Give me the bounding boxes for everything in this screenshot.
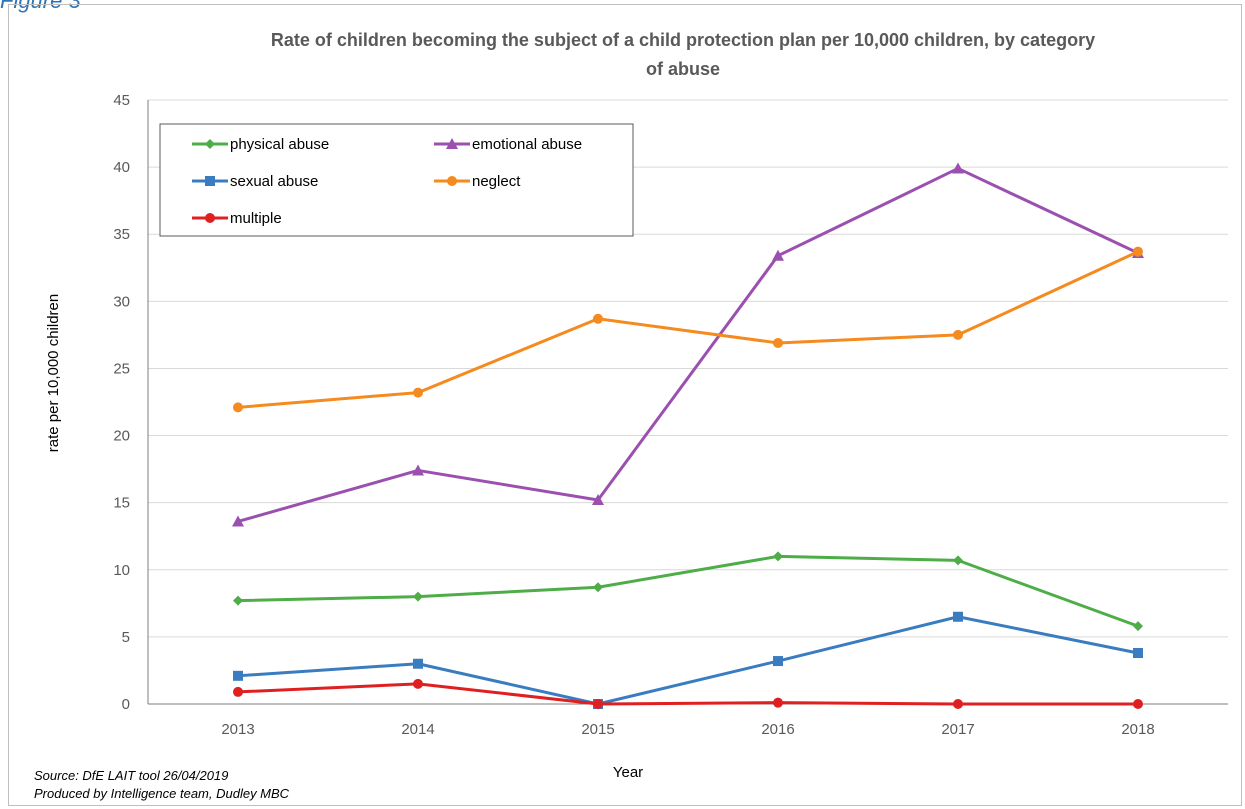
- data-point-emotional-abuse: [412, 464, 424, 476]
- data-point-emotional-abuse: [952, 162, 964, 174]
- series-line-sexual-abuse: [237, 615, 1139, 706]
- data-point-emotional-abuse: [592, 493, 604, 505]
- data-point-sexual-abuse: [233, 670, 243, 681]
- series-multiple: [233, 678, 1143, 709]
- data-point-sexual-abuse: [773, 656, 783, 667]
- y-tick-label: 0: [122, 696, 130, 713]
- data-point-physical-abuse: [1133, 621, 1143, 632]
- y-tick-label: 25: [113, 360, 130, 377]
- x-tick-label: 2016: [761, 721, 794, 738]
- series-line-emotional-abuse: [237, 166, 1139, 523]
- x-tick-label: 2018: [1121, 721, 1154, 738]
- y-axis-title: rate per 10,000 children: [45, 294, 62, 452]
- y-tick-label: 30: [113, 293, 130, 310]
- data-point-multiple: [773, 697, 783, 708]
- data-point-neglect: [953, 329, 963, 340]
- y-tick-label: 15: [113, 495, 130, 512]
- data-point-neglect: [1133, 246, 1143, 257]
- x-axis-ticks: 2013 2014 2015 2016 2017 2018: [221, 721, 1154, 738]
- chart-title-line-1: Rate of children becoming the subject of…: [271, 30, 1095, 50]
- x-tick-label: 2017: [941, 721, 974, 738]
- series-line-physical-abuse: [237, 554, 1139, 628]
- legend-marker: [205, 176, 215, 186]
- source-note: Source: DfE LAIT tool 26/04/2019: [34, 768, 229, 783]
- legend: physical abuse emotional abuse sexual abus…: [159, 123, 634, 237]
- figure-label: Figure 3: [0, 0, 81, 13]
- legend-item-sexual-abuse: sexual abuse: [192, 173, 318, 190]
- data-point-physical-abuse: [593, 582, 603, 593]
- x-tick-label: 2013: [221, 721, 254, 738]
- data-point-physical-abuse: [773, 551, 783, 562]
- legend-item-emotional-abuse: emotional abuse: [434, 136, 582, 153]
- series-sexual-abuse: [233, 611, 1143, 709]
- data-point-neglect: [413, 387, 423, 398]
- y-tick-label: 20: [113, 428, 130, 445]
- y-tick-label: 10: [113, 562, 130, 579]
- series-neglect: [233, 246, 1143, 413]
- data-point-multiple: [413, 678, 423, 689]
- data-point-multiple: [233, 686, 243, 697]
- y-tick-label: 35: [113, 226, 130, 243]
- legend-label: physical abuse: [230, 136, 329, 153]
- legend-marker: [205, 139, 215, 149]
- y-tick-label: 45: [113, 92, 130, 109]
- legend-marker: [446, 138, 458, 149]
- legend-label: sexual abuse: [230, 173, 318, 190]
- data-point-physical-abuse: [953, 555, 963, 566]
- x-tick-label: 2014: [401, 721, 434, 738]
- data-point-multiple: [593, 699, 603, 709]
- series-emotional-abuse: [232, 162, 1144, 527]
- chart-title-line-2: of abuse: [646, 59, 720, 79]
- data-point-physical-abuse: [233, 595, 243, 606]
- data-point-neglect: [593, 313, 603, 324]
- data-point-sexual-abuse: [413, 658, 423, 669]
- series-layer: [232, 162, 1144, 709]
- x-axis-title: Year: [613, 764, 643, 781]
- data-point-sexual-abuse: [1133, 647, 1143, 658]
- legend-marker: [447, 176, 457, 186]
- legend-marker: [205, 213, 215, 223]
- legend-label: neglect: [472, 173, 521, 190]
- data-point-multiple: [953, 699, 963, 709]
- legend-label: emotional abuse: [472, 136, 582, 153]
- produced-by-note: Produced by Intelligence team, Dudley MB…: [34, 786, 290, 801]
- x-tick-label: 2015: [581, 721, 614, 738]
- data-point-multiple: [1133, 699, 1143, 709]
- legend-item-physical-abuse: physical abuse: [192, 136, 329, 153]
- legend-item-neglect: neglect: [434, 173, 521, 190]
- legend-box: [159, 123, 634, 237]
- legend-item-multiple: multiple: [192, 210, 282, 227]
- y-tick-label: 5: [122, 629, 130, 646]
- data-point-sexual-abuse: [953, 611, 963, 622]
- y-axis-ticks: 0 5 10 15 20 25 30 35 40 45: [113, 92, 130, 713]
- data-point-neglect: [773, 337, 783, 348]
- y-tick-label: 40: [113, 159, 130, 176]
- data-point-emotional-abuse: [232, 515, 244, 527]
- chart-frame: [8, 4, 1242, 806]
- series-line-neglect: [237, 250, 1139, 409]
- series-line-multiple: [237, 682, 1138, 706]
- data-point-physical-abuse: [413, 591, 423, 602]
- data-point-neglect: [233, 402, 243, 413]
- data-point-emotional-abuse: [772, 249, 784, 261]
- legend-label: multiple: [230, 210, 282, 227]
- series-physical-abuse: [233, 551, 1143, 632]
